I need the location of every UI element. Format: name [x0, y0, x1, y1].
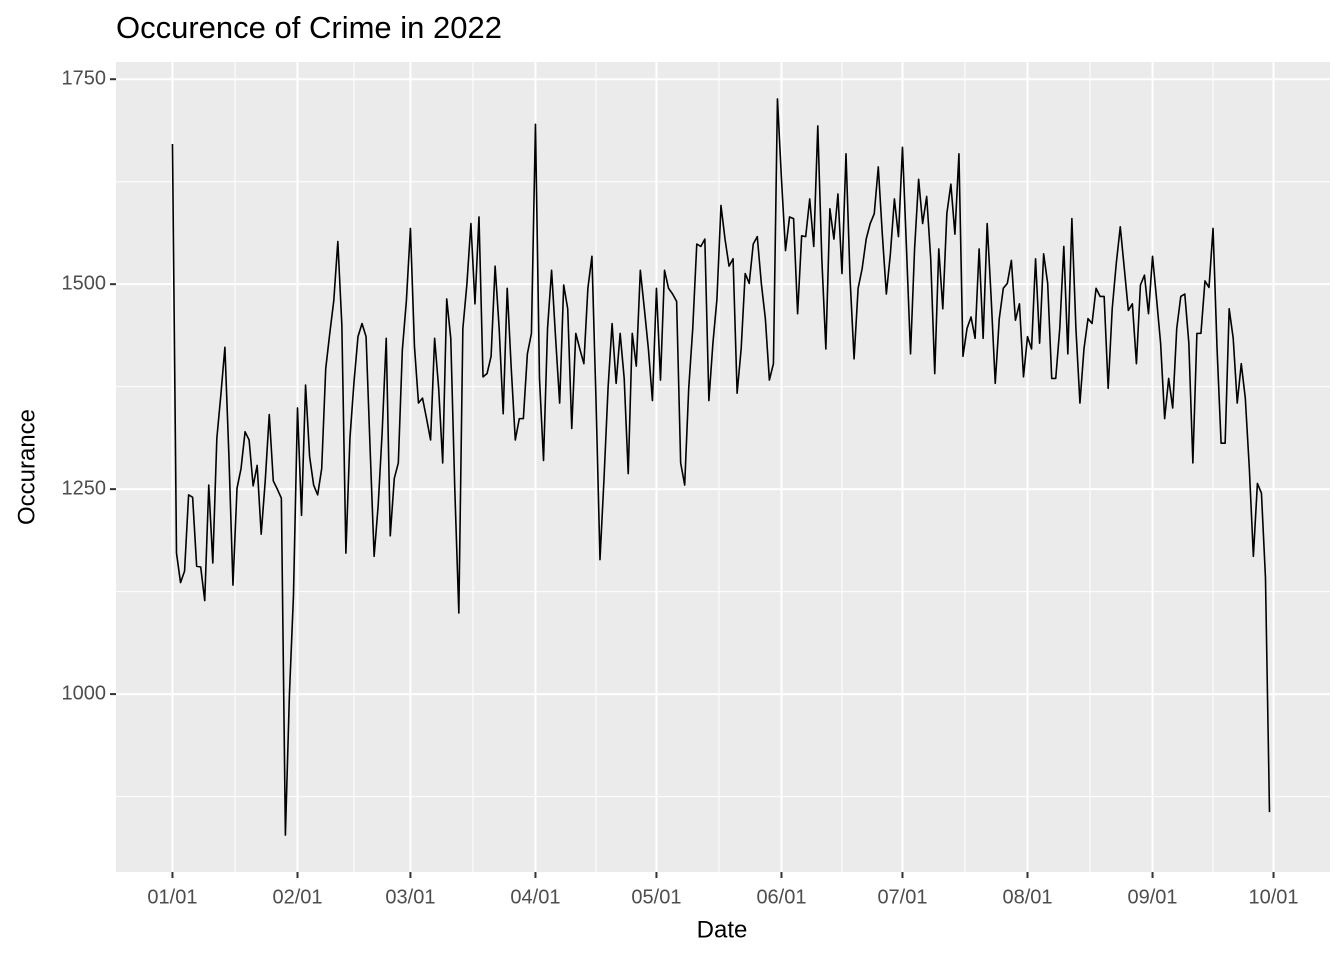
- x-tick-label: 01/01: [147, 886, 197, 908]
- y-tick-label: 1000: [62, 682, 107, 704]
- x-tick-label: 09/01: [1128, 886, 1178, 908]
- x-tick-label: 02/01: [272, 886, 322, 908]
- x-tick-label: 05/01: [631, 886, 681, 908]
- panel: [116, 62, 1330, 872]
- x-tick-label: 07/01: [877, 886, 927, 908]
- y-tick-label: 1500: [62, 272, 107, 294]
- x-axis-label: Date: [697, 916, 748, 943]
- x-tick-label: 03/01: [385, 886, 435, 908]
- x-tick-label: 04/01: [510, 886, 560, 908]
- y-axis-label: Occurance: [13, 409, 40, 525]
- y-tick-label: 1250: [62, 477, 107, 499]
- y-tick-label: 1750: [62, 67, 107, 89]
- line: [171, 98, 1271, 836]
- x-tick-label: 06/01: [756, 886, 806, 908]
- x-tick-label: 08/01: [1002, 886, 1052, 908]
- chart-title: Occurence of Crime in 2022: [116, 10, 502, 45]
- x-tick-label: 10/01: [1249, 886, 1299, 908]
- grid: [116, 62, 1330, 872]
